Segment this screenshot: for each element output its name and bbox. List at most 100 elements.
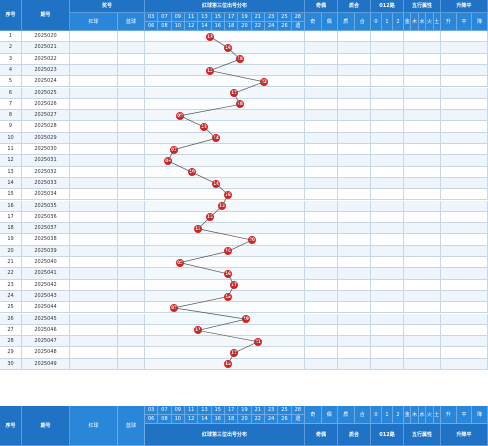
- row-issue: 2025029: [22, 132, 70, 144]
- pc-label: 质: [338, 406, 355, 424]
- row-oe: [305, 279, 338, 291]
- row-pc: [338, 87, 371, 99]
- row-oe: [305, 132, 338, 144]
- col-label: 21: [251, 406, 265, 415]
- row-wx: [404, 302, 441, 314]
- row-seq: 13: [0, 166, 22, 178]
- row-redball: [70, 53, 118, 65]
- trend-segment: [227, 352, 235, 365]
- trend-segment: [179, 104, 241, 117]
- col-label: 15: [211, 13, 225, 22]
- row-seq: 22: [0, 268, 22, 280]
- row-wx: [404, 98, 441, 111]
- col-label: 遗: [291, 415, 305, 424]
- col-label: 20: [238, 22, 252, 31]
- row-pc: [338, 177, 371, 190]
- row-pc: [338, 336, 371, 348]
- row-grid: [145, 211, 305, 224]
- row-mod: [371, 64, 404, 77]
- trend-segment: [179, 251, 229, 263]
- col-label: 07: [158, 406, 172, 415]
- row-oe: [305, 110, 338, 122]
- row-redball: [70, 268, 118, 280]
- row-issue: 2025043: [22, 290, 70, 303]
- trend-segment: [167, 149, 175, 162]
- mod-label: 1: [382, 406, 393, 424]
- row-blueball: [118, 144, 145, 156]
- ball-marker: 13: [206, 32, 214, 41]
- row-grid: [145, 177, 305, 190]
- row-seq: 8: [0, 110, 22, 122]
- wx-label: 火: [426, 406, 434, 424]
- row-pc: [338, 166, 371, 178]
- row-wx: [404, 245, 441, 257]
- col-label: 14: [198, 22, 212, 31]
- row-wx: [404, 234, 441, 246]
- row-pc: [338, 279, 371, 291]
- row-pc: [338, 302, 371, 314]
- wx-label: 火: [426, 13, 434, 31]
- row-grid: [145, 110, 305, 122]
- row-pc: [338, 121, 371, 133]
- row-mod: [371, 87, 404, 99]
- row-wx: [404, 166, 441, 178]
- row-pc: [338, 200, 371, 212]
- trend-segment: [233, 341, 259, 354]
- oe-label: 偶: [321, 13, 338, 31]
- row-redball: [70, 177, 118, 190]
- row-grid: [145, 155, 305, 167]
- col-label: 24: [265, 415, 279, 424]
- row-mod: [371, 223, 404, 235]
- header-issue: 期号: [22, 0, 70, 31]
- row-seq: 15: [0, 189, 22, 201]
- col-label: 03: [145, 13, 159, 22]
- row-seq: 10: [0, 132, 22, 144]
- row-grid: [145, 87, 305, 99]
- col-label: 13: [198, 406, 212, 415]
- header-mod012: 012路: [371, 0, 404, 13]
- row-issue: 2025027: [22, 110, 70, 122]
- row-redball: [70, 223, 118, 235]
- row-seq: 17: [0, 211, 22, 224]
- col-label: 19: [238, 406, 252, 415]
- col-label: 20: [238, 415, 252, 424]
- trend-segment: [227, 285, 235, 297]
- row-wx: [404, 200, 441, 212]
- row-redball: [70, 166, 118, 178]
- oe-label: 奇: [305, 13, 322, 31]
- col-label: 26: [278, 415, 292, 424]
- row-issue: 2025024: [22, 76, 70, 88]
- row-seq: 24: [0, 290, 22, 303]
- row-grid: [145, 166, 305, 178]
- row-oe: [305, 324, 338, 337]
- row-seq: 26: [0, 313, 22, 325]
- row-mod: [371, 189, 404, 201]
- row-issue: 2025033: [22, 177, 70, 190]
- row-mod: [371, 234, 404, 246]
- wx-label: 土: [433, 13, 441, 31]
- row-pc: [338, 76, 371, 88]
- row-seq: 27: [0, 324, 22, 337]
- row-issue: 2025023: [22, 64, 70, 77]
- row-oe: [305, 268, 338, 280]
- row-wx: [404, 76, 441, 88]
- row-blueball: [118, 155, 145, 167]
- row-grid: [145, 302, 305, 314]
- row-mod: [371, 257, 404, 269]
- row-redball: [70, 200, 118, 212]
- row-blueball: [118, 132, 145, 144]
- row-seq: 1: [0, 31, 22, 43]
- header-blueball: 蓝球: [118, 13, 145, 31]
- row-grid: [145, 64, 305, 77]
- row-issue: 2025038: [22, 234, 70, 246]
- trend-segment: [173, 138, 217, 150]
- row-wx: [404, 223, 441, 235]
- row-redball: [70, 324, 118, 337]
- trend-segment: [179, 262, 229, 275]
- row-redball: [70, 121, 118, 133]
- col-label: 09: [171, 13, 185, 22]
- pc-label: 合: [354, 13, 371, 31]
- row-redball: [70, 257, 118, 269]
- trend-label: 平: [456, 13, 473, 31]
- trend-segment: [227, 273, 235, 286]
